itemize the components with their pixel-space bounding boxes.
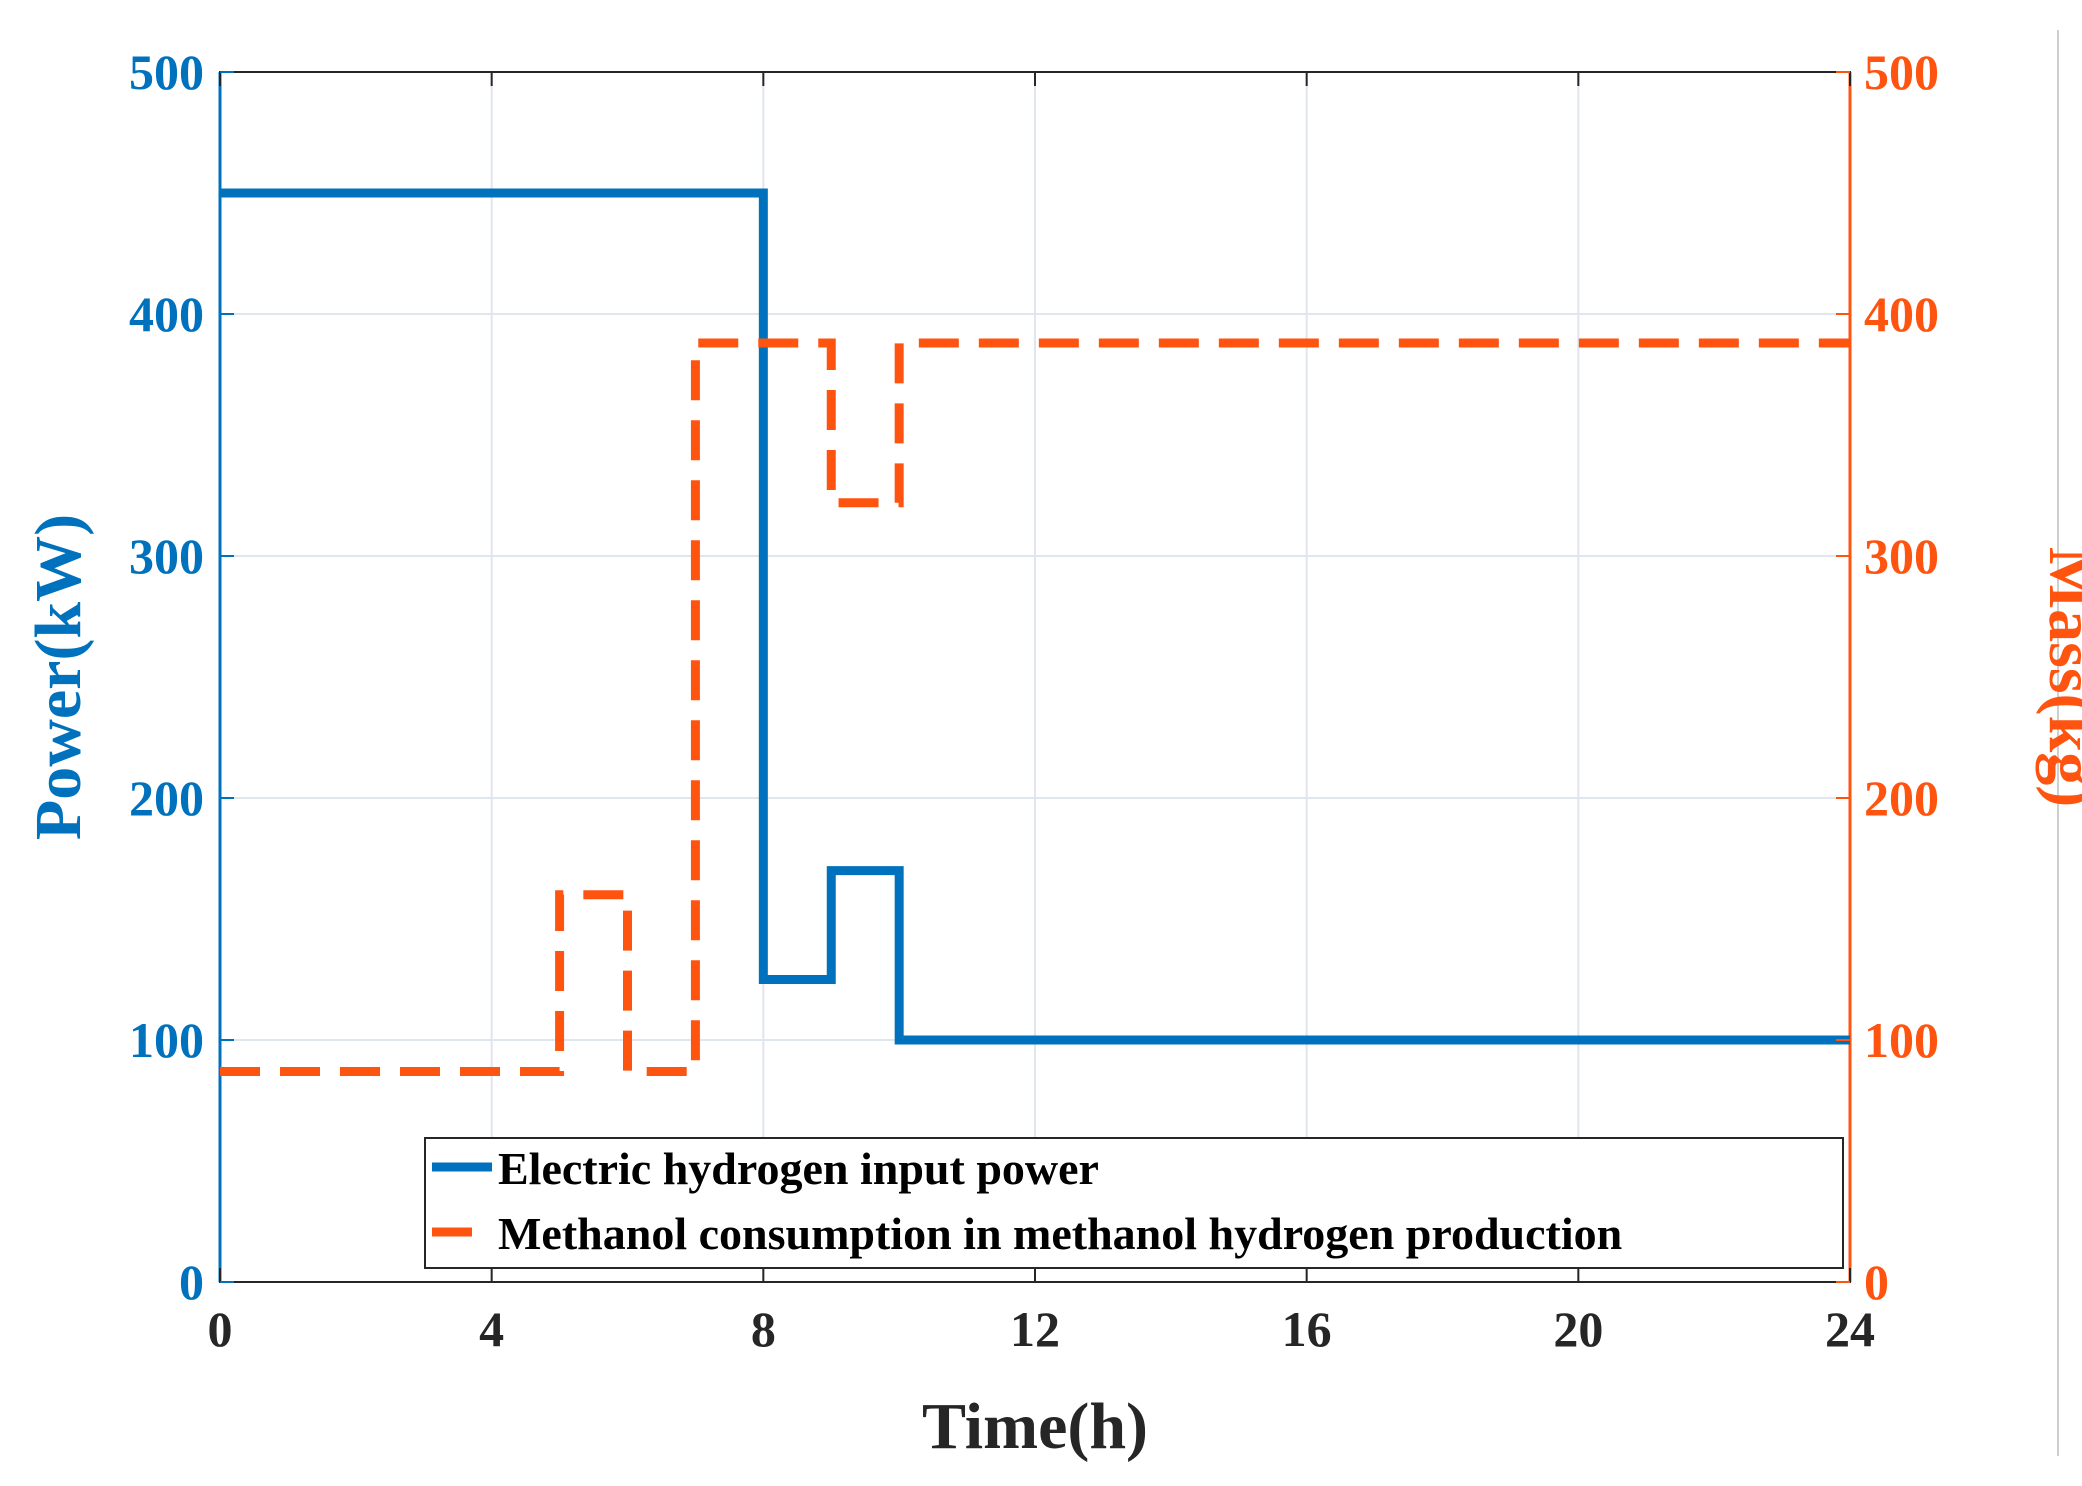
series-line-power — [220, 188, 1850, 1045]
left-y-axis-ticks: 0 100 200 300 400 500 — [129, 44, 234, 1310]
legend-label-methanol: Methanol consumption in methanol hydroge… — [498, 1208, 1622, 1259]
legend: Electric hydrogen input power Methanol c… — [424, 1137, 1844, 1269]
grid — [219, 71, 1851, 1283]
right-y-tick-label-4: 400 — [1864, 286, 1939, 342]
left-y-axis-label: Power(kW) — [22, 514, 95, 840]
right-y-axis-label: Mass(kg) — [2035, 547, 2082, 807]
x-tick-label-0: 0 — [208, 1301, 233, 1357]
legend-label-power: Electric hydrogen input power — [498, 1143, 1099, 1194]
right-y-tick-label-3: 300 — [1864, 528, 1939, 584]
left-y-tick-label-2: 200 — [129, 770, 204, 826]
right-y-tick-label-5: 500 — [1864, 44, 1939, 100]
series-layer — [220, 188, 1850, 1076]
legend-box — [424, 1137, 1844, 1269]
x-tick-label-6: 24 — [1825, 1301, 1875, 1357]
x-axis-label: Time(h) — [922, 1390, 1148, 1463]
left-y-tick-label-1: 100 — [129, 1012, 204, 1068]
right-y-tick-label-0: 0 — [1864, 1254, 1889, 1310]
x-tick-label-5: 20 — [1553, 1301, 1603, 1357]
left-y-tick-label-4: 400 — [129, 286, 204, 342]
left-y-tick-label-0: 0 — [179, 1254, 204, 1310]
x-axis-ticks: 0 4 8 12 16 20 24 — [208, 72, 1875, 1357]
left-y-tick-label-3: 300 — [129, 528, 204, 584]
right-y-axis-ticks: 0 100 200 300 400 500 — [1836, 44, 1939, 1310]
x-tick-label-1: 4 — [479, 1301, 504, 1357]
left-y-tick-label-5: 500 — [129, 44, 204, 100]
x-tick-label-4: 16 — [1282, 1301, 1332, 1357]
series-line-methanol — [220, 338, 1850, 1076]
right-y-tick-label-1: 100 — [1864, 1012, 1939, 1068]
x-tick-label-2: 8 — [751, 1301, 776, 1357]
x-tick-label-3: 12 — [1010, 1301, 1060, 1357]
right-y-tick-label-2: 200 — [1864, 770, 1939, 826]
